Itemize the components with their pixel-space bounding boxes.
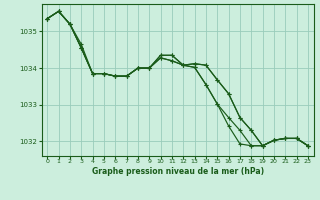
X-axis label: Graphe pression niveau de la mer (hPa): Graphe pression niveau de la mer (hPa) [92,167,264,176]
